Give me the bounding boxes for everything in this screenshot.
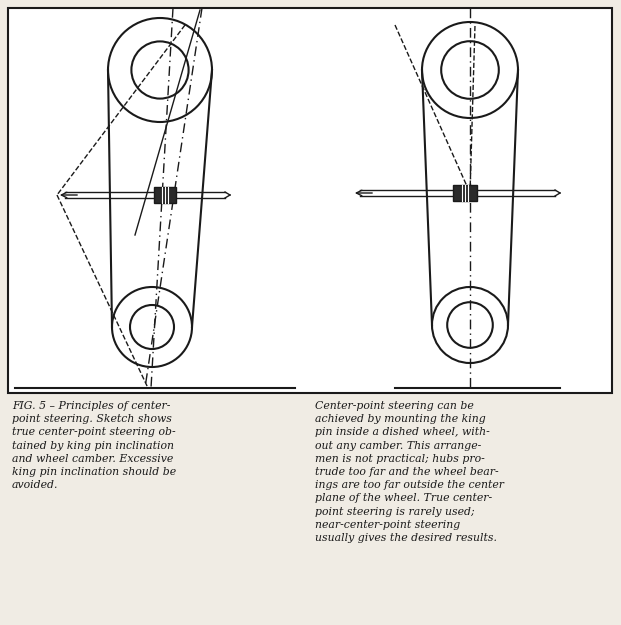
Bar	[453, 185, 477, 201]
Ellipse shape	[432, 287, 508, 363]
Ellipse shape	[130, 305, 174, 349]
Ellipse shape	[112, 287, 192, 367]
Bar	[8, 8, 612, 393]
Bar	[154, 187, 176, 203]
Text: Center-point steering can be
achieved by mounting the king
pin inside a dished w: Center-point steering can be achieved by…	[315, 401, 504, 543]
Ellipse shape	[447, 302, 493, 348]
Ellipse shape	[422, 22, 518, 118]
Ellipse shape	[108, 18, 212, 122]
Ellipse shape	[441, 41, 499, 99]
Ellipse shape	[132, 41, 189, 99]
Text: FIG. 5 – Principles of center-
point steering. Sketch shows
true center-point st: FIG. 5 – Principles of center- point ste…	[12, 401, 176, 490]
